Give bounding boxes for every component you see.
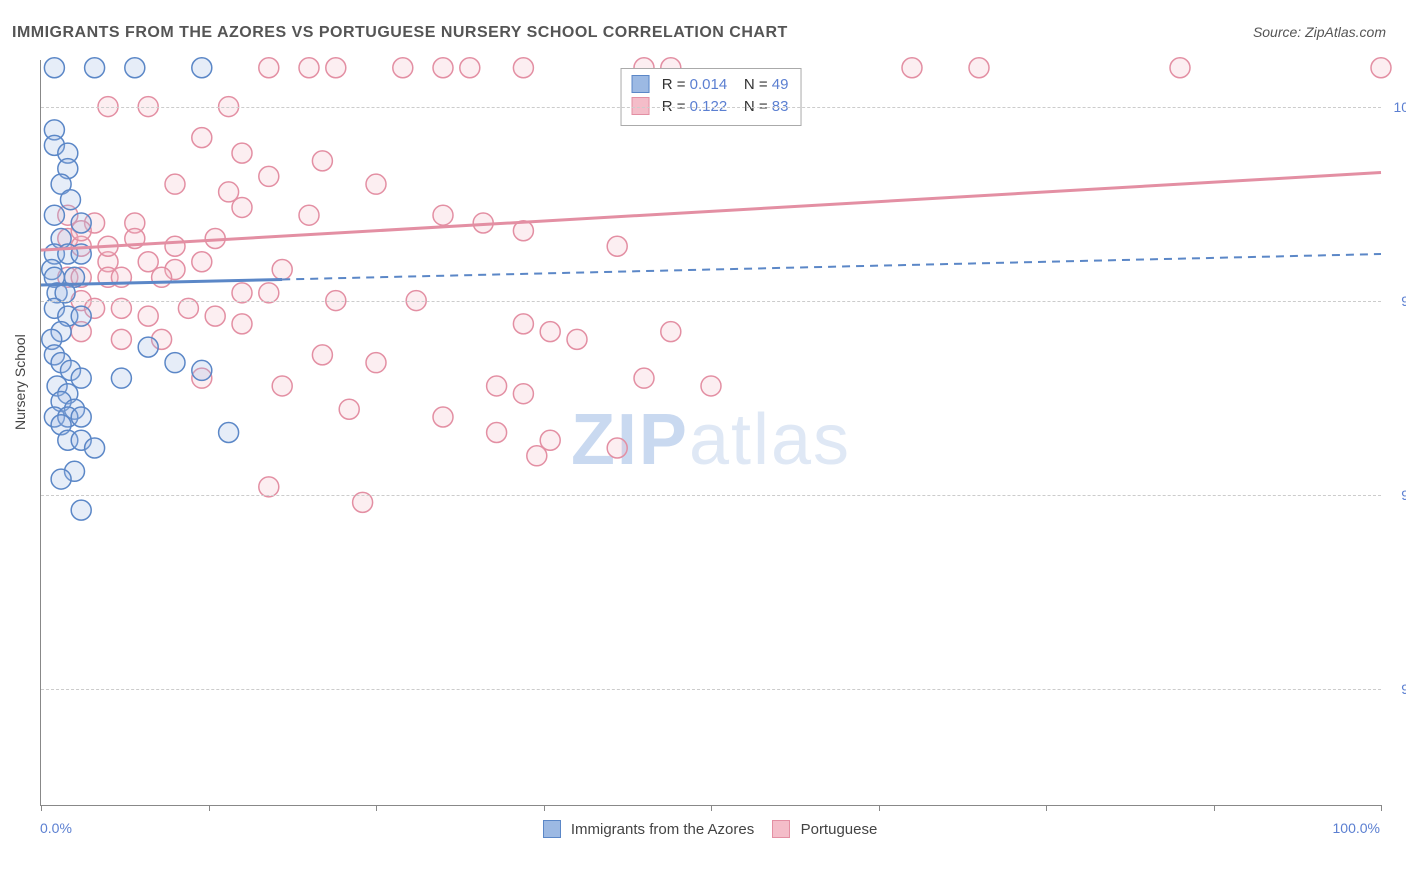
- data-point-portuguese: [232, 143, 252, 163]
- x-tick: [879, 805, 880, 811]
- data-point-azores: [71, 213, 91, 233]
- data-point-portuguese: [433, 205, 453, 225]
- data-point-azores: [192, 360, 212, 380]
- data-point-portuguese: [513, 384, 533, 404]
- data-point-portuguese: [312, 151, 332, 171]
- data-point-azores: [85, 58, 105, 78]
- data-point-azores: [60, 190, 80, 210]
- x-tick: [711, 805, 712, 811]
- data-point-portuguese: [165, 174, 185, 194]
- data-point-portuguese: [165, 236, 185, 256]
- data-point-azores: [192, 58, 212, 78]
- data-point-portuguese: [366, 174, 386, 194]
- data-point-portuguese: [527, 446, 547, 466]
- regression-line-azores-extrapolated: [282, 254, 1381, 279]
- data-point-portuguese: [138, 306, 158, 326]
- scatter-plot: [41, 60, 1381, 805]
- data-point-azores: [71, 306, 91, 326]
- data-point-azores: [71, 407, 91, 427]
- data-point-portuguese: [513, 58, 533, 78]
- data-point-portuguese: [192, 128, 212, 148]
- legend-r-label-1: R =: [662, 76, 686, 93]
- data-point-portuguese: [299, 58, 319, 78]
- legend-top-row-1: R = 0.014 N = 49: [632, 75, 789, 95]
- legend-top: R = 0.014 N = 49 R = 0.122 N = 83: [621, 68, 802, 126]
- data-point-portuguese: [393, 58, 413, 78]
- data-point-portuguese: [567, 329, 587, 349]
- legend-r-value-1: 0.014: [690, 76, 728, 93]
- legend-swatch-azores: [632, 75, 650, 93]
- source-label: Source: ZipAtlas.com: [1253, 24, 1386, 40]
- y-tick-label: 97.5%: [1386, 293, 1406, 309]
- chart-title: IMMIGRANTS FROM THE AZORES VS PORTUGUESE…: [12, 24, 788, 42]
- data-point-portuguese: [111, 329, 131, 349]
- data-point-portuguese: [232, 314, 252, 334]
- legend-bottom: Immigrants from the Azores Portuguese: [0, 820, 1406, 840]
- data-point-portuguese: [433, 58, 453, 78]
- data-point-portuguese: [192, 252, 212, 272]
- legend-bottom-swatch-portuguese: [772, 820, 790, 838]
- data-point-azores: [44, 205, 64, 225]
- data-point-azores: [165, 353, 185, 373]
- data-point-portuguese: [513, 314, 533, 334]
- grid-line: [41, 689, 1381, 690]
- data-point-portuguese: [326, 58, 346, 78]
- x-tick: [376, 805, 377, 811]
- y-tick-label: 100.0%: [1386, 99, 1406, 115]
- data-point-portuguese: [299, 205, 319, 225]
- grid-line: [41, 301, 1381, 302]
- y-axis-label: Nursery School: [12, 334, 28, 430]
- legend-bottom-label-azores: Immigrants from the Azores: [571, 821, 754, 838]
- data-point-azores: [111, 368, 131, 388]
- data-point-portuguese: [487, 423, 507, 443]
- data-point-portuguese: [152, 267, 172, 287]
- x-tick: [209, 805, 210, 811]
- data-point-portuguese: [312, 345, 332, 365]
- x-tick: [544, 805, 545, 811]
- data-point-portuguese: [607, 236, 627, 256]
- data-point-portuguese: [339, 399, 359, 419]
- data-point-portuguese: [661, 322, 681, 342]
- grid-line: [41, 107, 1381, 108]
- y-tick-label: 95.0%: [1386, 487, 1406, 503]
- data-point-portuguese: [1371, 58, 1391, 78]
- data-point-portuguese: [232, 197, 252, 217]
- data-point-portuguese: [272, 260, 292, 280]
- data-point-portuguese: [259, 166, 279, 186]
- data-point-azores: [51, 469, 71, 489]
- data-point-portuguese: [969, 58, 989, 78]
- data-point-azores: [44, 58, 64, 78]
- data-point-portuguese: [902, 58, 922, 78]
- data-point-azores: [138, 337, 158, 357]
- data-point-portuguese: [366, 353, 386, 373]
- data-point-portuguese: [272, 376, 292, 396]
- y-tick-label: 92.5%: [1386, 681, 1406, 697]
- x-tick: [41, 805, 42, 811]
- x-tick: [1046, 805, 1047, 811]
- data-point-portuguese: [1170, 58, 1190, 78]
- data-point-portuguese: [205, 306, 225, 326]
- data-point-azores: [85, 438, 105, 458]
- legend-n-label-1: N =: [744, 76, 768, 93]
- x-tick: [1214, 805, 1215, 811]
- data-point-portuguese: [460, 58, 480, 78]
- data-point-azores: [125, 58, 145, 78]
- grid-line: [41, 495, 1381, 496]
- data-point-portuguese: [540, 322, 560, 342]
- data-point-portuguese: [634, 368, 654, 388]
- legend-bottom-label-portuguese: Portuguese: [801, 821, 878, 838]
- data-point-portuguese: [701, 376, 721, 396]
- data-point-portuguese: [607, 438, 627, 458]
- data-point-portuguese: [259, 58, 279, 78]
- x-tick: [1381, 805, 1382, 811]
- legend-bottom-swatch-azores: [543, 820, 561, 838]
- data-point-azores: [219, 423, 239, 443]
- data-point-portuguese: [487, 376, 507, 396]
- data-point-portuguese: [433, 407, 453, 427]
- legend-n-value-1: 49: [772, 76, 789, 93]
- data-point-azores: [71, 500, 91, 520]
- chart-area: ZIPatlas R = 0.014 N = 49 R = 0.122 N = …: [40, 60, 1381, 806]
